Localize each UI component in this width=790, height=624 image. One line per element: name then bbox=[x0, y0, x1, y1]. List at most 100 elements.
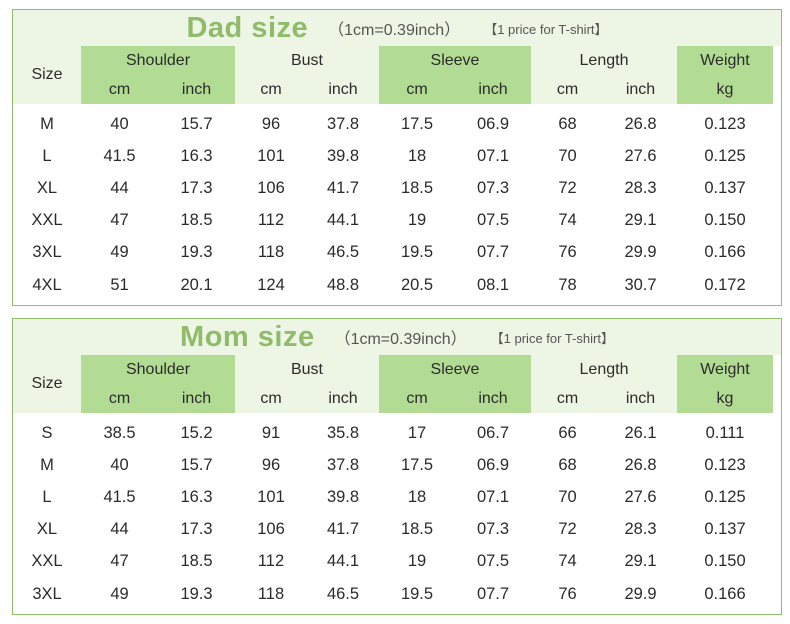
cell-shoulder-cm: 51 bbox=[110, 275, 129, 294]
cell-sleeve-cm: 17 bbox=[407, 423, 427, 442]
price-note: 【1 price for T-shirt】 bbox=[490, 330, 614, 346]
cell-length-inch: 29.9 bbox=[624, 243, 657, 262]
cell-length-inch: 29.9 bbox=[624, 584, 657, 603]
table-body: S 38.5 15.2 91 35.8 17 06.7 66 26.1 0.11… bbox=[13, 413, 781, 610]
unit-kg: kg bbox=[677, 385, 773, 413]
cell-bust-cm: 96 bbox=[261, 114, 281, 133]
header-shoulder: Shoulder bbox=[81, 355, 235, 385]
cell-length-inch: 28.3 bbox=[624, 520, 657, 539]
cell-bust-cm: 91 bbox=[261, 423, 281, 442]
cell-length-inch: 29.1 bbox=[624, 211, 657, 230]
cell-size: M bbox=[40, 114, 54, 133]
cell-sleeve-inch: 07.1 bbox=[476, 146, 510, 165]
cell-size: XXL bbox=[31, 211, 63, 230]
unit-cm: cm bbox=[531, 385, 604, 413]
cell-bust-inch: 39.8 bbox=[326, 487, 360, 506]
cell-weight-kg: 0.150 bbox=[704, 552, 746, 571]
cell-length-inch: 26.8 bbox=[624, 114, 657, 133]
cell-length-cm: 78 bbox=[558, 275, 577, 294]
table-title: Dad size bbox=[186, 11, 309, 44]
cell-shoulder-inch: 17.3 bbox=[180, 520, 213, 539]
header-shoulder: Shoulder bbox=[81, 46, 235, 76]
cell-length-cm: 72 bbox=[558, 178, 577, 197]
cell-length-inch: 26.1 bbox=[624, 423, 657, 442]
cell-sleeve-inch: 07.7 bbox=[476, 243, 510, 262]
cell-shoulder-inch: 18.5 bbox=[180, 552, 213, 571]
cell-bust-cm: 124 bbox=[257, 275, 285, 294]
cell-sleeve-cm: 19.5 bbox=[400, 584, 434, 603]
unit-conversion: （1cm=0.39inch） bbox=[328, 22, 461, 39]
cell-sleeve-cm: 19 bbox=[407, 552, 427, 571]
table-body: M 40 15.7 96 37.8 17.5 06.9 68 26.8 0.12… bbox=[13, 104, 781, 301]
header-length: Length bbox=[531, 355, 677, 385]
cell-bust-inch: 46.5 bbox=[326, 584, 360, 603]
cell-sleeve-inch: 07.7 bbox=[476, 584, 510, 603]
cell-length-inch: 28.3 bbox=[624, 178, 657, 197]
cell-length-cm: 66 bbox=[558, 423, 577, 442]
unit-cm: cm bbox=[235, 385, 307, 413]
cell-bust-cm: 106 bbox=[257, 520, 285, 539]
table-title: Mom size bbox=[180, 320, 315, 353]
cell-sleeve-inch: 06.9 bbox=[476, 455, 510, 474]
cell-bust-cm: 101 bbox=[257, 487, 285, 506]
cell-weight-kg: 0.125 bbox=[704, 487, 746, 506]
unit-cm: cm bbox=[81, 385, 158, 413]
cell-shoulder-cm: 41.5 bbox=[103, 146, 136, 165]
cell-sleeve-cm: 17.5 bbox=[400, 455, 434, 474]
cell-sleeve-inch: 07.3 bbox=[476, 520, 510, 539]
cell-weight-kg: 0.137 bbox=[704, 178, 746, 197]
cell-sleeve-inch: 08.1 bbox=[476, 275, 510, 294]
header-length: Length bbox=[531, 46, 677, 76]
mom-size-table: Mom size （1cm=0.39inch） 【1 price for T-s… bbox=[12, 318, 782, 615]
cell-bust-inch: 39.8 bbox=[326, 146, 360, 165]
header-weight: Weight bbox=[677, 355, 773, 385]
cell-size: M bbox=[40, 455, 54, 474]
cell-bust-inch: 37.8 bbox=[326, 455, 360, 474]
cell-shoulder-cm: 44 bbox=[110, 520, 129, 539]
price-note: 【1 price for T-shirt】 bbox=[484, 21, 608, 37]
cell-shoulder-inch: 19.3 bbox=[180, 584, 213, 603]
cell-bust-cm: 106 bbox=[257, 178, 285, 197]
cell-weight-kg: 0.111 bbox=[705, 423, 745, 442]
cell-weight-kg: 0.123 bbox=[704, 114, 746, 133]
header-sleeve: Sleeve bbox=[379, 46, 531, 76]
cell-length-cm: 68 bbox=[558, 455, 577, 474]
cell-length-cm: 70 bbox=[558, 146, 577, 165]
unit-inch: inch bbox=[604, 385, 677, 413]
unit-inch: inch bbox=[455, 76, 531, 104]
cell-size: 3XL bbox=[32, 584, 62, 603]
cell-sleeve-inch: 07.3 bbox=[476, 178, 510, 197]
cell-size: L bbox=[42, 487, 52, 506]
cell-size: XL bbox=[36, 520, 58, 539]
cell-bust-inch: 48.8 bbox=[326, 275, 360, 294]
cell-sleeve-inch: 06.9 bbox=[476, 114, 510, 133]
cell-bust-cm: 118 bbox=[257, 584, 285, 603]
cell-length-cm: 76 bbox=[558, 584, 577, 603]
cell-shoulder-inch: 18.5 bbox=[180, 211, 213, 230]
cell-length-cm: 74 bbox=[558, 552, 577, 571]
cell-bust-inch: 35.8 bbox=[326, 423, 360, 442]
cell-bust-cm: 118 bbox=[257, 243, 285, 262]
header-weight: Weight bbox=[677, 46, 773, 76]
cell-shoulder-cm: 44 bbox=[110, 178, 129, 197]
cell-length-inch: 29.1 bbox=[624, 552, 657, 571]
cell-bust-inch: 37.8 bbox=[326, 114, 360, 133]
cell-weight-kg: 0.137 bbox=[704, 520, 746, 539]
cell-shoulder-cm: 49 bbox=[110, 584, 129, 603]
header-bust: Bust bbox=[235, 46, 379, 76]
cell-weight-kg: 0.166 bbox=[704, 584, 746, 603]
cell-sleeve-cm: 19 bbox=[407, 211, 427, 230]
cell-shoulder-cm: 47 bbox=[110, 211, 129, 230]
unit-cm: cm bbox=[81, 76, 158, 104]
cell-shoulder-inch: 15.2 bbox=[180, 423, 213, 442]
cell-shoulder-inch: 15.7 bbox=[180, 455, 213, 474]
unit-inch: inch bbox=[604, 76, 677, 104]
cell-length-cm: 72 bbox=[558, 520, 577, 539]
cell-size: L bbox=[42, 146, 52, 165]
cell-shoulder-cm: 40 bbox=[110, 114, 129, 133]
cell-length-cm: 70 bbox=[558, 487, 577, 506]
cell-length-inch: 27.6 bbox=[624, 146, 657, 165]
cell-size: XXL bbox=[31, 552, 63, 571]
cell-shoulder-cm: 41.5 bbox=[103, 487, 136, 506]
table-header: Size Shoulder Bust Sleeve Length Weight … bbox=[13, 46, 781, 104]
